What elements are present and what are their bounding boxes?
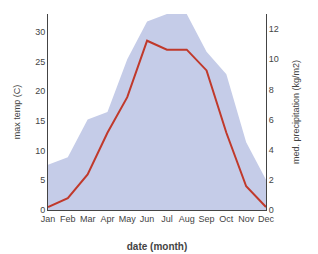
svg-text:Jan: Jan xyxy=(41,214,56,224)
svg-text:Aug: Aug xyxy=(179,214,195,224)
svg-text:Feb: Feb xyxy=(60,214,76,224)
svg-text:Oct: Oct xyxy=(219,214,234,224)
svg-text:Nov: Nov xyxy=(238,214,255,224)
svg-text:0: 0 xyxy=(269,205,274,215)
svg-text:May: May xyxy=(119,214,137,224)
svg-text:15: 15 xyxy=(35,116,45,126)
svg-text:Jul: Jul xyxy=(161,214,173,224)
svg-text:Sep: Sep xyxy=(199,214,215,224)
svg-text:8: 8 xyxy=(269,85,274,95)
svg-text:med. precipitation (kg/m2): med. precipitation (kg/m2) xyxy=(291,60,301,164)
svg-text:0: 0 xyxy=(40,205,45,215)
svg-text:Jun: Jun xyxy=(140,214,155,224)
svg-text:12: 12 xyxy=(269,24,279,34)
svg-text:max temp (C): max temp (C) xyxy=(12,85,22,140)
svg-text:30: 30 xyxy=(35,27,45,37)
svg-text:Dec: Dec xyxy=(258,214,275,224)
svg-text:20: 20 xyxy=(35,86,45,96)
svg-text:25: 25 xyxy=(35,57,45,67)
svg-text:5: 5 xyxy=(40,175,45,185)
svg-text:4: 4 xyxy=(269,145,274,155)
svg-text:Apr: Apr xyxy=(100,214,114,224)
svg-text:date (month): date (month) xyxy=(127,241,188,252)
svg-text:10: 10 xyxy=(35,146,45,156)
svg-text:10: 10 xyxy=(269,54,279,64)
svg-text:2: 2 xyxy=(269,175,274,185)
svg-text:6: 6 xyxy=(269,115,274,125)
svg-text:Mar: Mar xyxy=(80,214,96,224)
